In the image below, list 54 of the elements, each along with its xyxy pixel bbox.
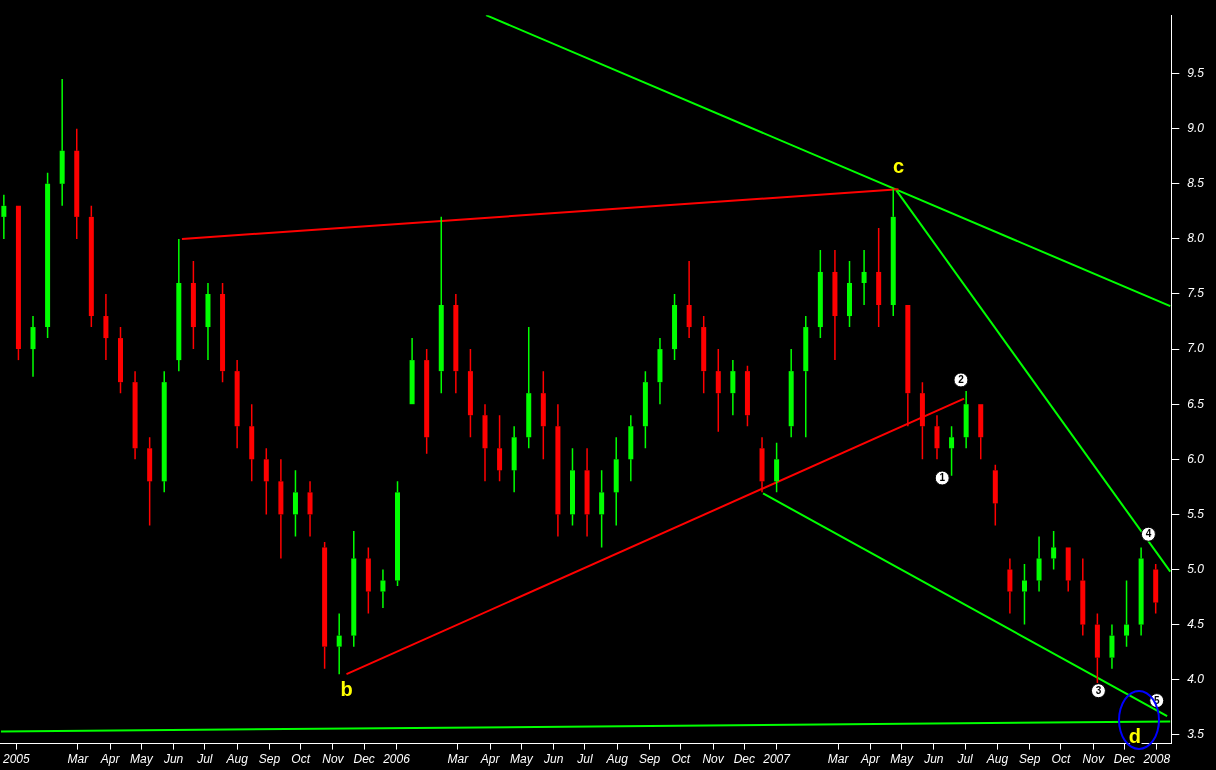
x-tick-label: Apr xyxy=(99,752,121,767)
x-tick-label: Dec xyxy=(353,752,375,767)
y-tick-label: 6.5 xyxy=(1187,396,1205,411)
x-tick-label: Dec xyxy=(1113,752,1136,767)
annotation: 3 xyxy=(1095,684,1102,696)
y-tick-label: 5.5 xyxy=(1187,506,1205,521)
annotation: d xyxy=(1128,725,1141,748)
x-tick-label: 2007 xyxy=(762,752,792,767)
x-tick-label: Nov xyxy=(322,752,345,767)
x-tick-label: Oct xyxy=(1051,752,1071,767)
x-tick-label: Jul xyxy=(196,752,213,767)
x-tick-label: Jun xyxy=(543,752,564,767)
x-tick-label: Aug xyxy=(225,752,249,767)
y-tick-label: 6.0 xyxy=(1187,451,1205,466)
x-tick-label: 2006 xyxy=(382,752,411,767)
y-tick-label: 7.5 xyxy=(1187,286,1205,301)
x-tick-label: Sep xyxy=(638,752,661,767)
annotation: 4 xyxy=(1145,528,1152,540)
x-tick-label: Aug xyxy=(985,752,1009,767)
x-tick-label: Nov xyxy=(702,752,725,767)
y-tick-label: 9.5 xyxy=(1187,65,1205,80)
x-tick-label: Oct xyxy=(671,752,691,767)
y-tick-label: 3.5 xyxy=(1187,727,1205,742)
x-tick-label: May xyxy=(129,752,154,767)
x-tick-label: 2005 xyxy=(2,752,31,767)
x-tick-label: Apr xyxy=(859,752,881,767)
x-tick-label: 2008 xyxy=(1142,752,1171,767)
x-tick-label: Oct xyxy=(291,752,311,767)
annotation: 1 xyxy=(939,472,946,484)
x-tick-label: May xyxy=(510,752,534,767)
x-tick-label: Dec xyxy=(733,752,755,767)
x-tick-label: Aug xyxy=(605,752,629,767)
x-tick-label: Mar xyxy=(827,752,850,767)
x-tick-label: Mar xyxy=(447,752,470,767)
x-tick-label: Jul xyxy=(956,752,974,767)
annotation: b xyxy=(340,677,353,700)
y-tick-label: 8.0 xyxy=(1187,231,1205,246)
y-tick-label: 7.0 xyxy=(1187,341,1205,356)
x-tick-label: Jul xyxy=(576,752,593,767)
x-tick-label: Apr xyxy=(479,752,501,767)
y-tick-label: 9.0 xyxy=(1187,121,1205,136)
y-tick-label: 4.0 xyxy=(1187,672,1205,687)
annotation: 2 xyxy=(958,374,965,386)
x-tick-label: Mar xyxy=(67,752,90,767)
annotation: c xyxy=(892,154,905,177)
x-tick-label: Nov xyxy=(1082,752,1105,767)
x-tick-label: May xyxy=(890,752,914,767)
y-tick-label: 4.5 xyxy=(1187,616,1205,631)
x-tick-label: Jun xyxy=(923,752,944,767)
x-tick-label: Sep xyxy=(258,752,281,767)
x-tick-label: Jun xyxy=(162,752,184,767)
x-tick-label: Sep xyxy=(1019,752,1041,767)
y-tick-label: 5.0 xyxy=(1187,561,1205,576)
y-tick-label: 8.5 xyxy=(1187,176,1205,191)
